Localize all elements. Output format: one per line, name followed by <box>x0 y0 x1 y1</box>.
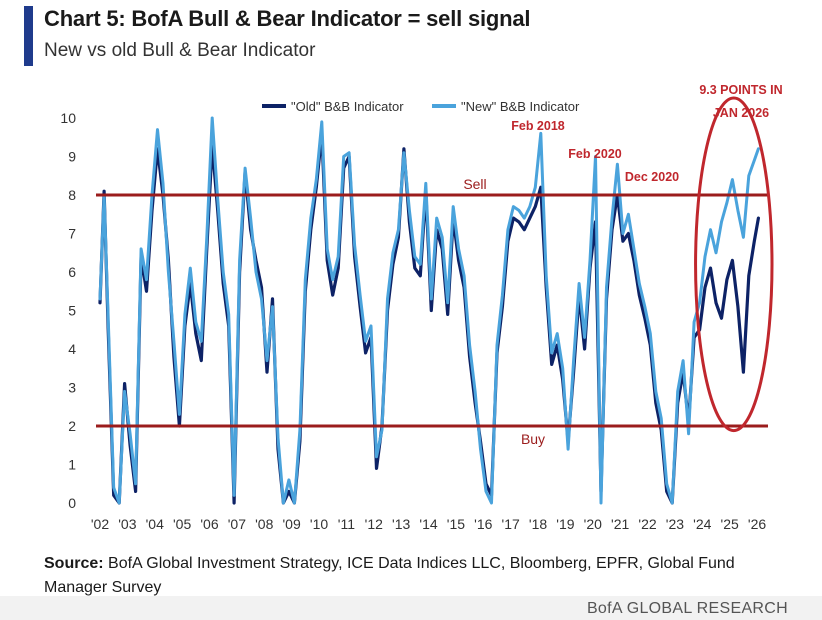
buy-threshold-label: Buy <box>521 431 545 447</box>
x-tick-label: '03 <box>118 516 136 532</box>
x-tick-label: '04 <box>146 516 164 532</box>
series-line-old <box>98 131 761 505</box>
x-tick-label: '24 <box>693 516 711 532</box>
y-axis: 0 1 2 3 4 5 6 7 8 9 10 <box>60 110 76 511</box>
x-tick-label: '19 <box>556 516 574 532</box>
x-tick-label: '16 <box>474 516 492 532</box>
y-tick-label: 0 <box>68 495 76 511</box>
x-tick-label: '10 <box>310 516 328 532</box>
y-tick-label: 4 <box>68 341 76 357</box>
x-tick-label: '26 <box>748 516 766 532</box>
brand-mark: BofA GLOBAL RESEARCH <box>586 600 788 617</box>
x-axis: '02 '03 '04 '05 '06 '07 '08 '09 '10 '11 '12 '13 '14 '… <box>91 516 767 532</box>
series-layer <box>98 116 761 505</box>
series-line-new <box>98 116 760 505</box>
x-tick-label: '20 <box>584 516 602 532</box>
x-tick-label: '21 <box>611 516 629 532</box>
y-tick-label: 8 <box>68 187 76 203</box>
annotation-label: Feb 2020 <box>568 147 622 161</box>
y-tick-label: 10 <box>60 110 76 126</box>
x-tick-label: '07 <box>228 516 246 532</box>
y-tick-label: 9 <box>68 149 76 165</box>
chart-title: Chart 5: BofA Bull & Bear Indicator = se… <box>44 6 531 31</box>
x-tick-label: '09 <box>283 516 301 532</box>
x-tick-label: '15 <box>447 516 465 532</box>
y-tick-label: 3 <box>68 380 76 396</box>
y-tick-label: 2 <box>68 418 76 434</box>
x-tick-label: '17 <box>502 516 520 532</box>
x-tick-label: '05 <box>173 516 191 532</box>
x-tick-label: '12 <box>365 516 383 532</box>
source-text: BofA Global Investment Strategy, ICE Dat… <box>44 555 735 596</box>
y-tick-label: 6 <box>68 264 76 280</box>
x-tick-label: '22 <box>638 516 656 532</box>
threshold-layer: Sell Buy <box>96 176 768 447</box>
annotation-label: Feb 2018 <box>511 119 565 133</box>
x-tick-label: '06 <box>200 516 218 532</box>
x-tick-label: '08 <box>255 516 273 532</box>
chart-subtitle: New vs old Bull & Bear Indicator <box>44 40 316 61</box>
x-tick-label: '23 <box>666 516 684 532</box>
x-tick-label: '14 <box>419 516 437 532</box>
x-tick-label: '18 <box>529 516 547 532</box>
y-tick-label: 7 <box>68 226 76 242</box>
legend-label-old: "Old" B&B Indicator <box>291 99 404 114</box>
title-accent-bar <box>24 6 33 66</box>
x-tick-label: '13 <box>392 516 410 532</box>
source-note: Source: BofA Global Investment Strategy,… <box>44 552 784 600</box>
x-tick-label: '02 <box>91 516 109 532</box>
highlight-ellipse <box>694 96 774 433</box>
legend-label-new: "New" B&B Indicator <box>461 99 580 114</box>
annotation-label: Dec 2020 <box>625 170 679 184</box>
y-tick-label: 1 <box>68 457 76 473</box>
annotation-label: 9.3 POINTS IN <box>699 83 782 97</box>
y-tick-label: 5 <box>68 303 76 319</box>
chart-legend: "Old" B&B Indicator "New" B&B Indicator <box>262 99 580 114</box>
source-label: Source: <box>44 555 104 572</box>
footer-band <box>0 596 822 620</box>
sell-threshold-label: Sell <box>463 176 486 192</box>
annotation-label: JAN 2026 <box>713 106 769 120</box>
x-tick-label: '25 <box>721 516 739 532</box>
x-tick-label: '11 <box>338 516 355 532</box>
